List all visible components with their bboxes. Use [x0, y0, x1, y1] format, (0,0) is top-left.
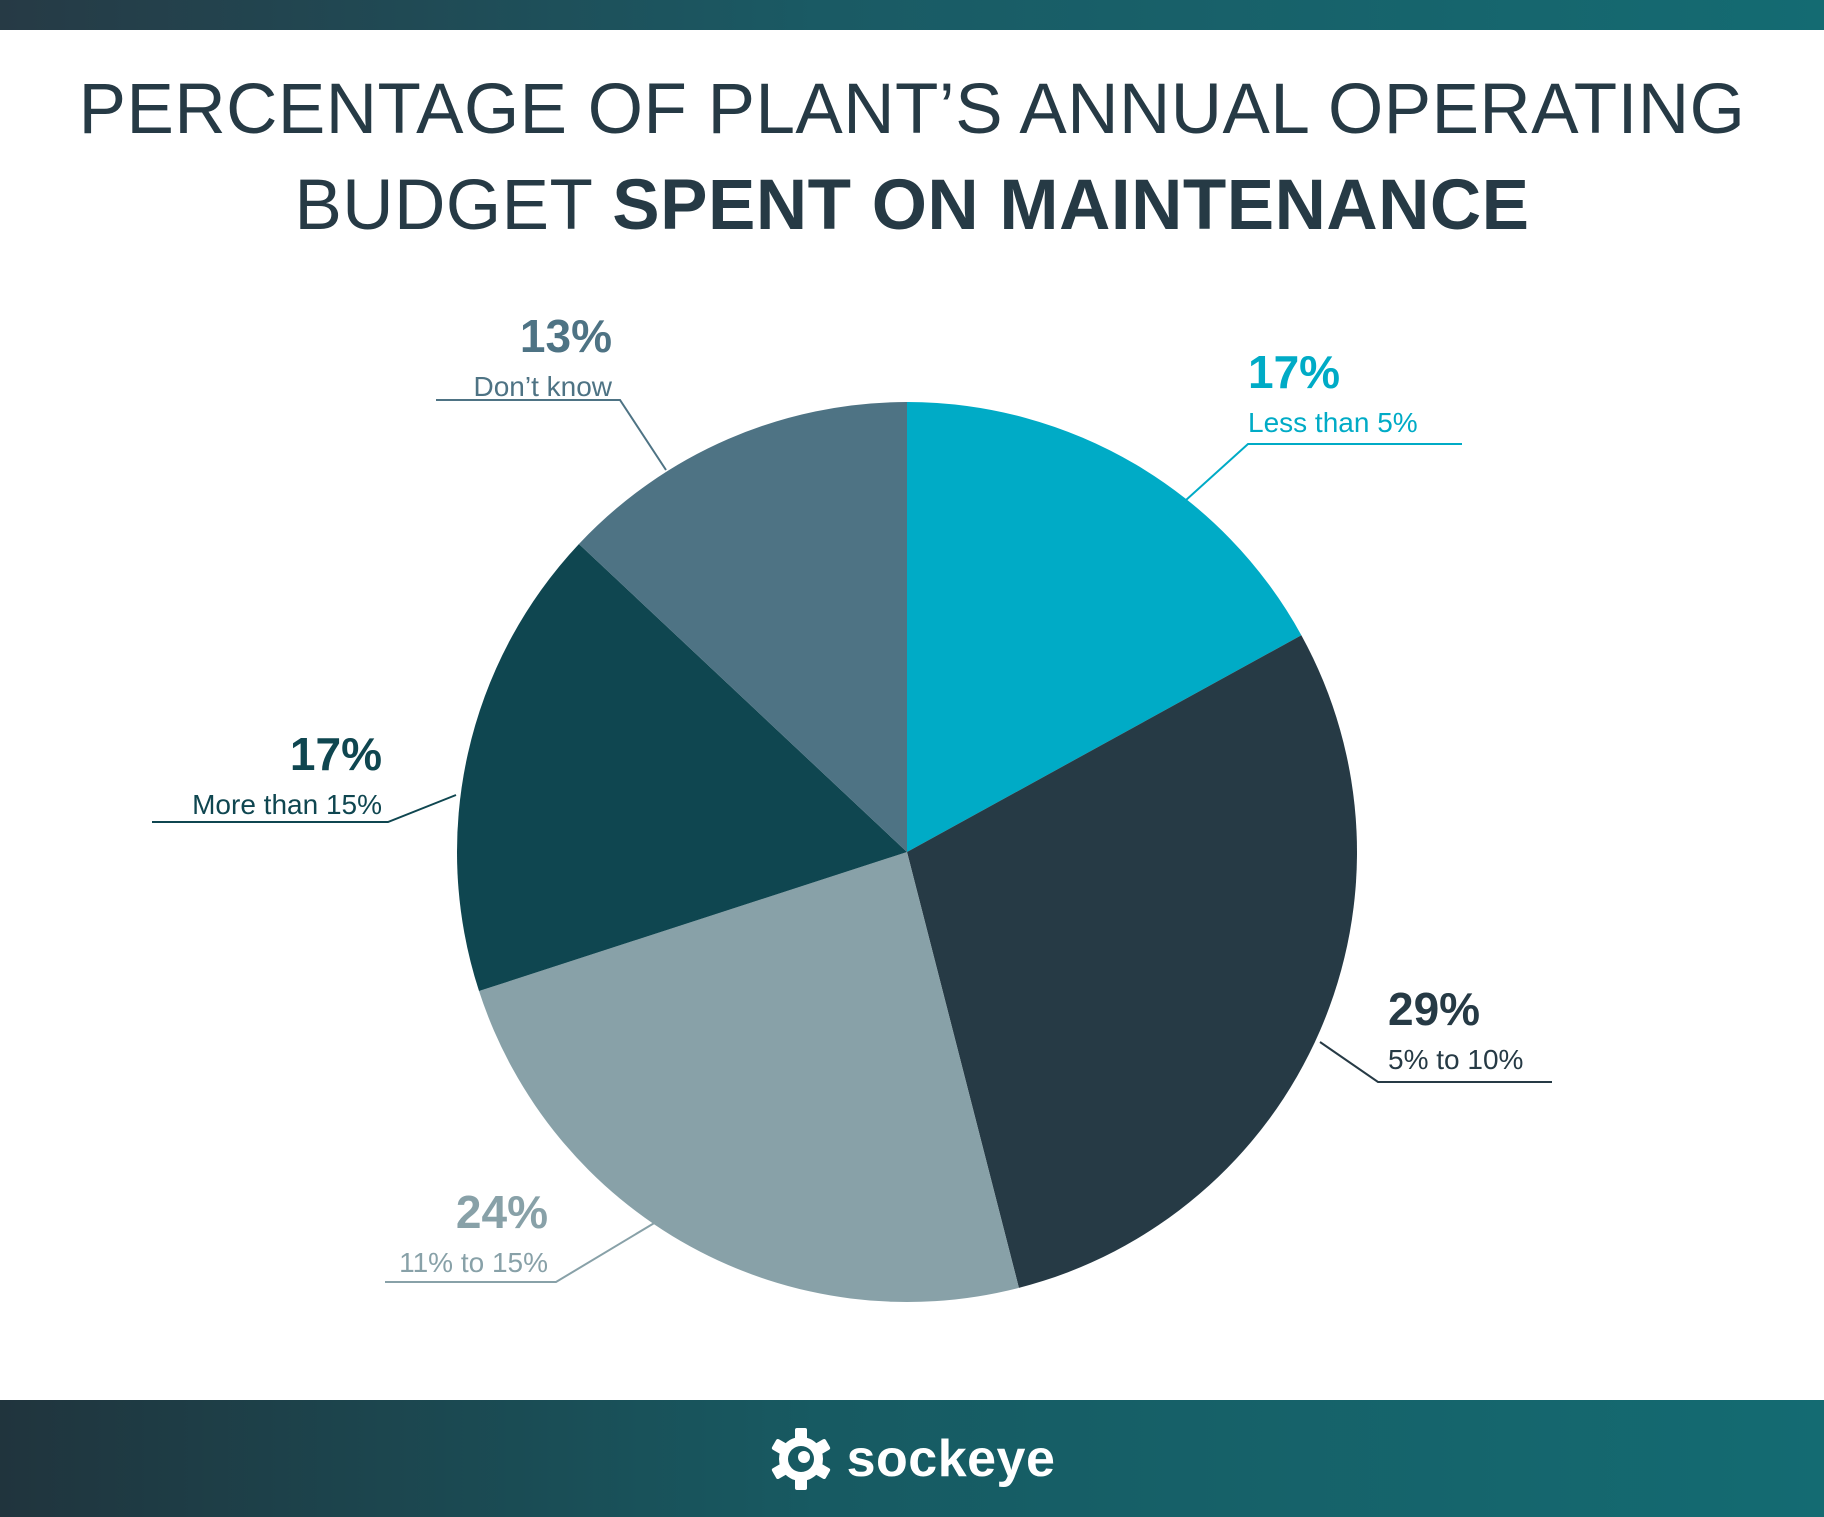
- slice-labels: 17% Less than 5% 29% 5% to 10% 24% 11% to 15%…: [192, 310, 1523, 1278]
- slice-category-label: Less than 5%: [1248, 407, 1418, 438]
- slice-category-label: More than 15%: [192, 789, 382, 820]
- slice-value-label: 17%: [290, 728, 382, 780]
- slice-value-label: 29%: [1388, 983, 1480, 1035]
- leader-lines: [152, 399, 1552, 1283]
- pie-slice-less-than-5: [907, 402, 1302, 852]
- slice-value-label: 17%: [1248, 346, 1340, 398]
- slice-category-label: 11% to 15%: [399, 1247, 548, 1278]
- brand-name: sockeye: [846, 1429, 1056, 1488]
- pie-slices: [456, 402, 1358, 1302]
- leader-line: [385, 1221, 657, 1283]
- brand-logo: sockeye: [0, 1400, 1824, 1517]
- pie-slice-11-to-15: [479, 852, 1019, 1302]
- chart-title: PERCENTAGE OF PLANT’S ANNUAL OPERATING B…: [0, 62, 1824, 254]
- pie-slice-5-to-10: [907, 635, 1358, 1288]
- pie-slice-more-than-15: [456, 543, 907, 992]
- leader-line: [436, 399, 667, 471]
- leader-line: [1143, 443, 1462, 539]
- title-line-2-regular: BUDGET: [294, 166, 613, 245]
- title-line-1: PERCENTAGE OF PLANT’S ANNUAL OPERATING: [78, 70, 1746, 149]
- slice-value-label: 13%: [520, 310, 612, 362]
- pie-chart: 17% Less than 5% 29% 5% to 10% 24% 11% to 15%…: [152, 310, 1552, 1302]
- leader-line: [152, 794, 457, 823]
- sockeye-gear-icon: [771, 1427, 830, 1490]
- footer-bar: sockeye: [0, 1400, 1824, 1517]
- slice-value-label: 24%: [456, 1186, 548, 1238]
- top-accent-bar: [0, 0, 1824, 30]
- leader-line: [1319, 1041, 1552, 1083]
- slice-category-label: Don’t know: [473, 371, 612, 402]
- pie-slice-don-t-know: [578, 402, 907, 852]
- title-line-2-bold: SPENT ON MAINTENANCE: [612, 166, 1530, 245]
- slice-category-label: 5% to 10%: [1388, 1044, 1523, 1075]
- title-line-2: BUDGET SPENT ON MAINTENANCE: [0, 158, 1824, 254]
